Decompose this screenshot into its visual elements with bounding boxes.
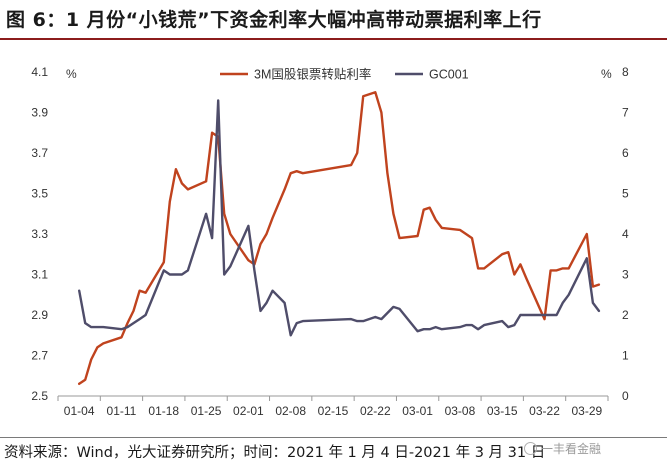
right-axis-ticks: 0 1 2 3 4 5 6 7 8 xyxy=(622,65,629,403)
wechat-icon xyxy=(524,442,537,455)
left-tick-label: 2.7 xyxy=(31,349,48,363)
source-note: 资料来源：Wind，光大证券研究所；时间：2021 年 1 月 4 日-2021… xyxy=(4,445,546,461)
watermark: 一丰看金融 xyxy=(524,440,601,457)
x-tick-label: 01-11 xyxy=(107,404,137,418)
legend: 3M国股银票转贴利率 GC001 xyxy=(220,67,469,82)
x-tick-label: 02-01 xyxy=(233,404,264,418)
series-line-gc001 xyxy=(77,99,601,337)
x-axis-ticks: 01-04 01-11 01-18 01-25 02-01 02-08 02-15 02-22… xyxy=(57,396,609,418)
series-lines xyxy=(77,91,601,385)
x-tick-label: 03-22 xyxy=(529,404,560,418)
right-tick-label: 5 xyxy=(622,187,629,201)
x-tick-label: 03-29 xyxy=(571,404,602,418)
x-tick-label: 01-18 xyxy=(148,404,179,418)
x-tick-label: 02-08 xyxy=(275,404,306,418)
x-tick-label: 03-15 xyxy=(487,404,518,418)
right-tick-label: 8 xyxy=(622,65,629,79)
right-tick-label: 1 xyxy=(622,349,629,363)
left-tick-label: 3.7 xyxy=(31,146,48,160)
left-axis-unit: % xyxy=(66,67,77,81)
left-tick-label: 3.9 xyxy=(31,106,48,120)
x-tick-label: 02-15 xyxy=(318,404,349,418)
line-chart: 2.5 2.7 2.9 3.1 3.3 3.5 3.7 3.9 4.1 0 1 2 3 4 5 6 7 8 01… xyxy=(31,65,629,418)
right-tick-label: 6 xyxy=(622,146,629,160)
right-tick-label: 7 xyxy=(622,106,629,120)
legend-label: 3M国股银票转贴利率 xyxy=(254,67,371,82)
left-tick-label: 3.1 xyxy=(31,268,48,282)
x-tick-label: 03-08 xyxy=(445,404,476,418)
x-tick-label: 03-01 xyxy=(402,404,433,418)
right-tick-label: 3 xyxy=(622,268,629,282)
left-tick-label: 3.5 xyxy=(31,187,48,201)
left-tick-label: 2.9 xyxy=(31,308,48,322)
right-tick-label: 4 xyxy=(622,227,629,241)
right-axis-unit: % xyxy=(601,67,612,81)
x-tick-label: 01-04 xyxy=(64,404,95,418)
left-tick-label: 2.5 xyxy=(31,389,48,403)
title-divider xyxy=(0,38,667,40)
left-tick-label: 3.3 xyxy=(31,227,48,241)
footer-divider xyxy=(0,437,667,438)
chart-title: 图 6：1 月份“小钱荒”下资金利率大幅冲高带动票据利率上行 xyxy=(6,9,542,31)
left-tick-label: 4.1 xyxy=(31,65,48,79)
legend-label: GC001 xyxy=(429,68,469,82)
x-tick-label: 01-25 xyxy=(191,404,222,418)
watermark-text: 一丰看金融 xyxy=(541,442,602,456)
left-axis-ticks: 2.5 2.7 2.9 3.1 3.3 3.5 3.7 3.9 4.1 xyxy=(31,65,48,403)
x-tick-label: 02-22 xyxy=(360,404,391,418)
right-tick-label: 0 xyxy=(622,389,629,403)
right-tick-label: 2 xyxy=(622,308,629,322)
series-line-3m-bill-rate xyxy=(77,91,601,385)
